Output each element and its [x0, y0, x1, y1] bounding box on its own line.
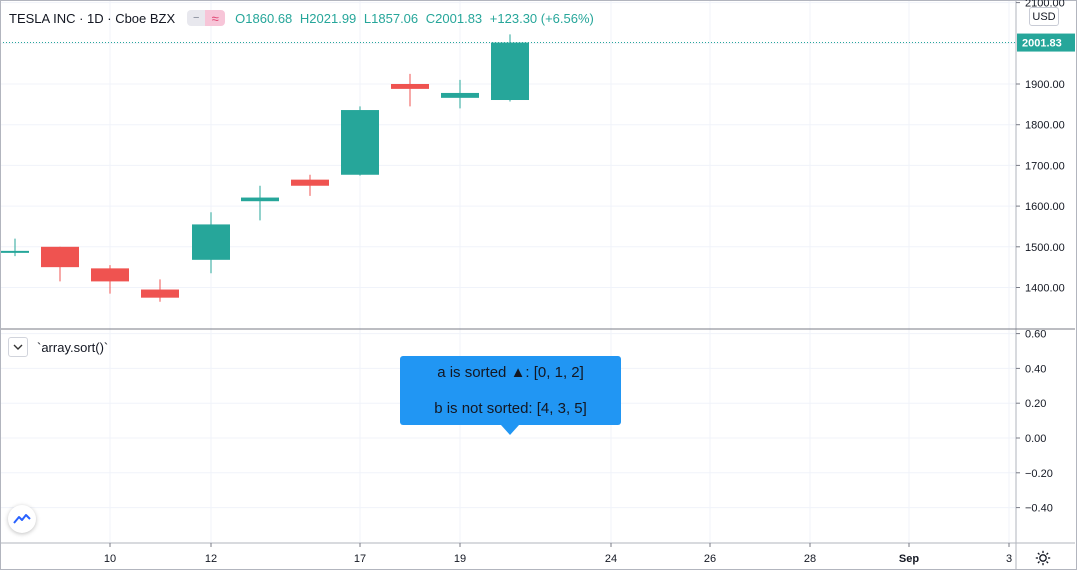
series-toggle[interactable]: − ≈ — [187, 10, 226, 26]
gear-icon[interactable] — [1034, 549, 1052, 567]
candle-body — [41, 246, 79, 268]
indicator-tick-label: 0.00 — [1025, 433, 1046, 445]
close-value: C2001.83 — [425, 10, 483, 26]
high-value: H2021.99 — [299, 10, 357, 26]
price-axis[interactable]: 1400.00 1500.00 1600.00 1700.00 1800.00 1900.… — [1016, 0, 1075, 295]
time-tick-label: 3 — [1006, 553, 1012, 565]
price-tick-label: 1400.00 — [1025, 283, 1065, 295]
candle-body — [241, 197, 279, 202]
low-value: L1857.06 — [363, 10, 419, 26]
candle-body — [91, 268, 129, 282]
symbol-header: TESLA INC · 1D · Cboe BZX − ≈ O1860.68 H… — [9, 8, 598, 28]
tooltip-arrow — [501, 425, 519, 435]
currency-label[interactable]: USD — [1029, 7, 1059, 26]
candle — [192, 212, 230, 274]
time-tick-label: 12 — [205, 553, 217, 565]
indicator-legend: `array.sort()` — [8, 337, 108, 357]
candle — [491, 34, 529, 102]
candle — [141, 279, 179, 302]
candle — [241, 185, 279, 221]
price-tick-label: 1900.00 — [1025, 79, 1065, 91]
indicator-name[interactable]: `array.sort()` — [37, 339, 109, 355]
candle-body — [441, 92, 479, 98]
chevron-down-icon[interactable] — [8, 337, 28, 357]
last-price-label: 2001.83 — [1022, 38, 1062, 50]
time-tick-label: 17 — [354, 553, 366, 565]
price-tick-label: 1500.00 — [1025, 242, 1065, 254]
symbol-title[interactable]: TESLA INC · 1D · Cboe BZX — [9, 10, 176, 26]
candle-body — [341, 110, 379, 175]
indicator-tick-label: −0.20 — [1025, 468, 1053, 480]
open-value: O1860.68 — [235, 10, 293, 26]
indicator-label-box: a is sorted ▲: [0, 1, 2] b is not sorted… — [400, 356, 621, 435]
candle-body — [391, 84, 429, 89]
candle — [91, 265, 129, 294]
price-tick-label: 1800.00 — [1025, 120, 1065, 132]
candle — [291, 174, 329, 196]
tooltip-line-1: a is sorted ▲: [0, 1, 2] — [437, 364, 584, 381]
tooltip-line-2: b is not sorted: [4, 3, 5] — [434, 400, 587, 417]
ohlc-values: O1860.68 H2021.99 L1857.06 C2001.83 +123… — [235, 11, 598, 26]
candle — [1, 238, 29, 257]
candle-body — [1, 250, 29, 253]
tradingview-logo-icon[interactable] — [8, 505, 36, 533]
time-tick-label: 26 — [704, 553, 716, 565]
indicator-tick-label: 0.60 — [1025, 329, 1046, 341]
indicator-tick-label: 0.40 — [1025, 363, 1046, 375]
indicator-tick-label: −0.40 — [1025, 503, 1053, 515]
candle-body — [192, 224, 230, 260]
candle — [391, 73, 429, 107]
price-tick-label: 1700.00 — [1025, 160, 1065, 172]
grid — [0, 0, 1016, 543]
last-price-badge — [1017, 33, 1075, 52]
candle — [41, 246, 79, 282]
time-axis[interactable]: 10 12 17 19 24 26 28 Sep 3 — [104, 543, 1012, 565]
time-tick-label: 10 — [104, 553, 116, 565]
minus-icon[interactable]: − — [187, 10, 206, 26]
time-tick-label: 24 — [605, 553, 617, 565]
candle-body — [491, 42, 529, 101]
candles — [0, 34, 1016, 302]
change-value: +123.30 (+6.56%) — [489, 10, 594, 26]
time-tick-label: Sep — [899, 553, 919, 565]
indicator-axis[interactable]: 0.60 0.40 0.20 0.00 −0.20 −0.40 — [1016, 329, 1053, 515]
candle — [341, 106, 379, 176]
price-tick-label: 1600.00 — [1025, 201, 1065, 213]
candle-body — [141, 289, 179, 298]
price-tick-label: 2100.00 — [1025, 0, 1065, 10]
candle-body — [291, 179, 329, 186]
indicator-tick-label: 0.20 — [1025, 398, 1046, 410]
approx-icon[interactable]: ≈ — [205, 10, 226, 26]
time-tick-label: 28 — [804, 553, 816, 565]
time-tick-label: 19 — [454, 553, 466, 565]
candle — [441, 79, 479, 109]
